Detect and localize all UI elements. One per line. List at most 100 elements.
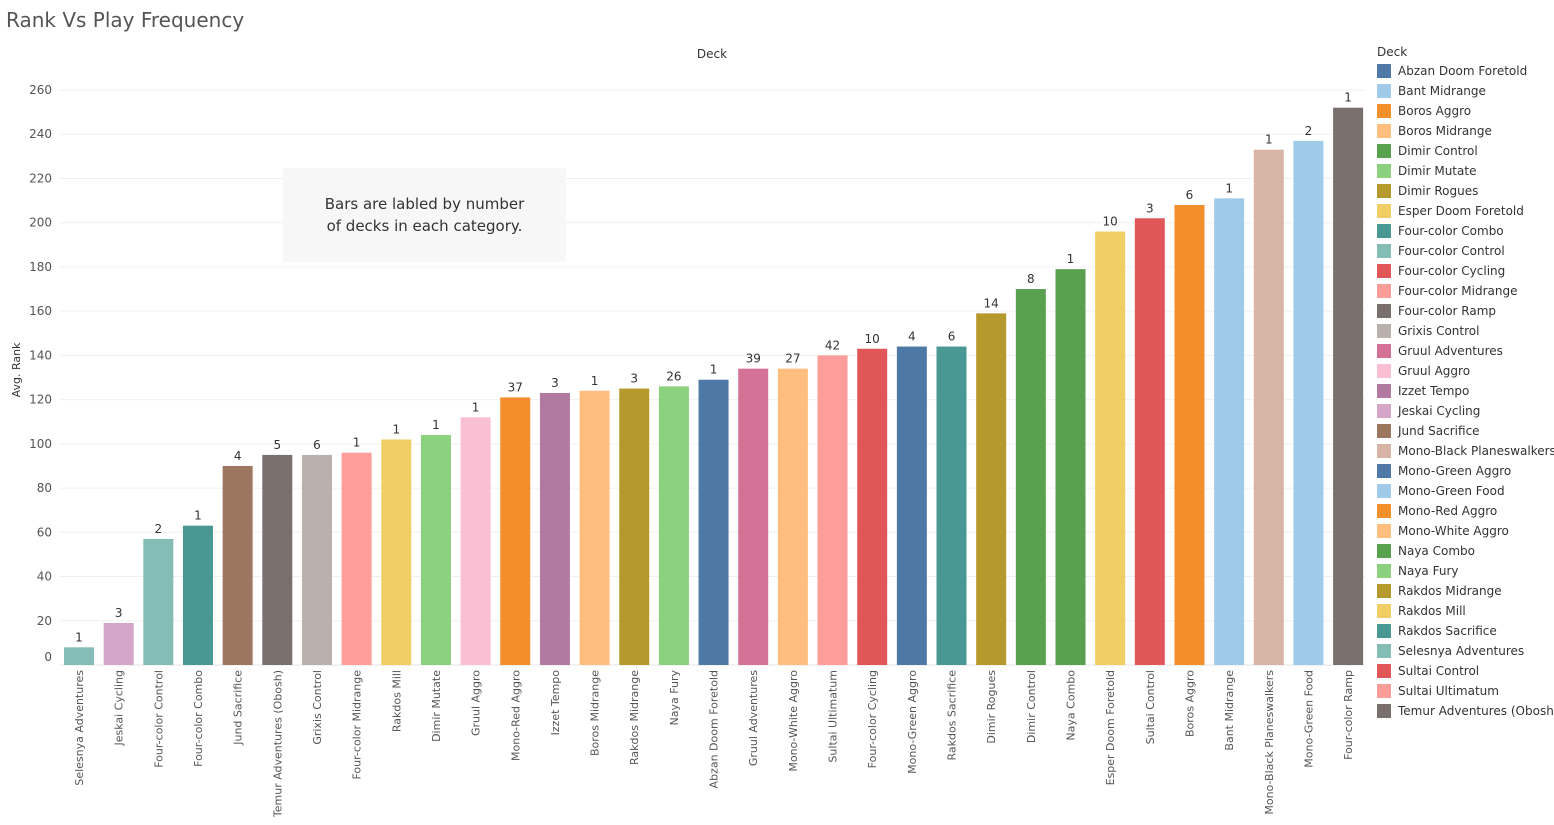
legend-label: Selesnya Adventures — [1398, 644, 1525, 658]
legend-item[interactable]: Mono-Black Planeswalkers — [1377, 441, 1554, 461]
deck-header: Deck — [697, 47, 727, 61]
bar[interactable] — [1015, 289, 1046, 665]
legend-label: Four-color Ramp — [1398, 304, 1497, 318]
legend-label: Gruul Adventures — [1398, 344, 1503, 358]
bar[interactable] — [182, 525, 213, 665]
legend-swatch — [1377, 484, 1391, 498]
legend-label: Naya Combo — [1398, 544, 1475, 558]
legend-item[interactable]: Rakdos Mill — [1377, 601, 1554, 621]
bar[interactable] — [698, 379, 729, 665]
legend-item[interactable]: Esper Doom Foretold — [1377, 201, 1554, 221]
bar[interactable] — [222, 465, 253, 665]
legend-item[interactable]: Bant Midrange — [1377, 81, 1554, 101]
legend-item[interactable]: Four-color Combo — [1377, 221, 1554, 241]
bar[interactable] — [1134, 218, 1165, 665]
legend-item[interactable]: Four-color Cycling — [1377, 261, 1554, 281]
legend-item[interactable]: Jund Sacrifice — [1377, 421, 1554, 441]
bar[interactable] — [976, 313, 1007, 665]
bar[interactable] — [579, 390, 610, 665]
y-tick-label: 100 — [29, 437, 52, 451]
legend-item[interactable]: Rakdos Sacrifice — [1377, 621, 1554, 641]
legend-label: Four-color Control — [1398, 244, 1505, 258]
bar[interactable] — [381, 439, 412, 665]
bar[interactable] — [301, 454, 332, 665]
legend-item[interactable]: Naya Fury — [1377, 561, 1554, 581]
bar[interactable] — [936, 346, 967, 665]
legend-item[interactable]: Grixis Control — [1377, 321, 1554, 341]
legend-swatch — [1377, 504, 1391, 518]
bar[interactable] — [658, 386, 689, 665]
bar[interactable] — [539, 392, 570, 665]
legend-item[interactable]: Four-color Midrange — [1377, 281, 1554, 301]
bar[interactable] — [896, 346, 927, 665]
legend-item[interactable]: Gruul Adventures — [1377, 341, 1554, 361]
bar-label: 27 — [785, 352, 800, 366]
legend-item[interactable]: Abzan Doom Foretold — [1377, 61, 1554, 81]
legend-label: Jund Sacrifice — [1398, 424, 1480, 438]
legend-item[interactable]: Naya Combo — [1377, 541, 1554, 561]
legend-swatch — [1377, 684, 1391, 698]
x-tick-label: Temur Adventures (Obosh) — [271, 670, 284, 818]
legend-item[interactable]: Mono-White Aggro — [1377, 521, 1554, 541]
y-tick-label: 200 — [29, 216, 52, 230]
bar[interactable] — [341, 452, 372, 665]
legend-item[interactable]: Dimir Control — [1377, 141, 1554, 161]
legend-item[interactable]: Izzet Tempo — [1377, 381, 1554, 401]
bar-label: 3 — [115, 606, 123, 620]
bar[interactable] — [1333, 107, 1364, 665]
legend-item[interactable]: Four-color Ramp — [1377, 301, 1554, 321]
legend-label: Mono-Green Aggro — [1398, 464, 1512, 478]
bar[interactable] — [1214, 198, 1245, 665]
bar[interactable] — [1055, 269, 1086, 665]
legend-item[interactable]: Mono-Red Aggro — [1377, 501, 1554, 521]
bar[interactable] — [262, 454, 293, 665]
legend-item[interactable]: Gruul Aggro — [1377, 361, 1554, 381]
legend-swatch — [1377, 104, 1391, 118]
bar-label: 10 — [1103, 215, 1118, 229]
bar[interactable] — [143, 538, 174, 665]
x-tick-label: Four-color Cycling — [866, 670, 879, 768]
legend-item[interactable]: Selesnya Adventures — [1377, 641, 1554, 661]
bar[interactable] — [1174, 205, 1205, 665]
bar-label: 3 — [630, 372, 638, 386]
bar[interactable] — [500, 397, 531, 665]
x-tick-label: Gruul Adventures — [747, 670, 760, 766]
legend-swatch — [1377, 204, 1391, 218]
legend-item[interactable]: Dimir Rogues — [1377, 181, 1554, 201]
bar[interactable] — [1293, 140, 1324, 666]
x-tick-label: Boros Aggro — [1183, 670, 1196, 737]
bar[interactable] — [777, 368, 808, 665]
bar[interactable] — [857, 348, 888, 665]
legend-item[interactable]: Rakdos Midrange — [1377, 581, 1554, 601]
y-tick-label: 260 — [29, 83, 52, 97]
y-tick-label: 220 — [29, 171, 52, 185]
legend-item[interactable]: Four-color Control — [1377, 241, 1554, 261]
legend-item[interactable]: Sultai Ultimatum — [1377, 681, 1554, 701]
bar[interactable] — [738, 368, 769, 665]
legend-item[interactable]: Boros Midrange — [1377, 121, 1554, 141]
x-tick-label: Abzan Doom Foretold — [708, 670, 721, 788]
x-tick-label: Rakdos Sacrifice — [946, 670, 959, 761]
bar[interactable] — [1095, 231, 1126, 666]
legend-item[interactable]: Mono-Green Aggro — [1377, 461, 1554, 481]
bar[interactable] — [1253, 149, 1284, 665]
bar[interactable] — [420, 435, 451, 665]
legend-swatch — [1377, 404, 1391, 418]
bar-label: 1 — [710, 363, 718, 377]
bar[interactable] — [460, 417, 491, 665]
legend-label: Mono-White Aggro — [1398, 524, 1509, 538]
legend-label: Mono-Green Food — [1398, 484, 1505, 498]
legend-item[interactable]: Boros Aggro — [1377, 101, 1554, 121]
legend-item[interactable]: Jeskai Cycling — [1377, 401, 1554, 421]
legend-item[interactable]: Dimir Mutate — [1377, 161, 1554, 181]
bar[interactable] — [103, 622, 134, 665]
bar[interactable] — [817, 355, 848, 665]
legend-label: Izzet Tempo — [1398, 384, 1470, 398]
bar[interactable] — [619, 388, 650, 665]
legend-item[interactable]: Sultai Control — [1377, 661, 1554, 681]
bar[interactable] — [64, 647, 94, 665]
legend-item[interactable]: Mono-Green Food — [1377, 481, 1554, 501]
legend-item[interactable]: Temur Adventures (Obosh) — [1377, 701, 1554, 721]
x-tick-label: Izzet Tempo — [549, 670, 562, 736]
